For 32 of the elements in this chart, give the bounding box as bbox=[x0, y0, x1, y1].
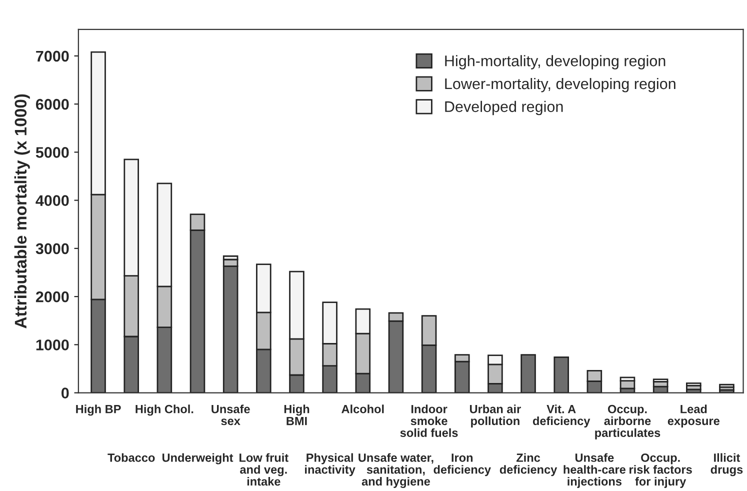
y-tick-label: 5000 bbox=[36, 147, 69, 158]
x-tick-label: Physical inactivity bbox=[305, 453, 356, 476]
x-tick-label: Iron deficiency bbox=[434, 454, 491, 476]
x-tick-label: Tobacco bbox=[108, 453, 155, 462]
legend-label: High-mortality, developing region bbox=[445, 55, 666, 70]
x-tick-label: High BMI bbox=[284, 404, 310, 426]
x-tick-label: Unsafe water, sanitation, and hygiene bbox=[358, 453, 434, 488]
x-tick-label: Indoor smoke solid fuels bbox=[400, 404, 458, 437]
x-tick-label: Underweight bbox=[162, 453, 234, 464]
y-tick-label: 4000 bbox=[36, 195, 69, 206]
x-tick-label: Urban air pollution bbox=[470, 404, 521, 428]
x-tick-label: Low fruit and veg. intake bbox=[240, 453, 288, 486]
x-tick-label: High BP bbox=[76, 404, 121, 416]
y-tick-label: 6000 bbox=[36, 98, 69, 110]
x-tick-label: Illicit drugs bbox=[710, 453, 743, 476]
x-tick-label: Vit. A deficiency bbox=[532, 404, 590, 428]
x-tick-label: Occup. risk factors for injury bbox=[630, 454, 692, 488]
x-tick-label: Alcohol bbox=[342, 404, 384, 414]
x-tick-label: Lead exposure bbox=[668, 404, 720, 428]
y-tick-label: 7000 bbox=[36, 50, 69, 62]
y-tick-label: 0 bbox=[62, 388, 69, 398]
x-tick-label: Unsafe sex bbox=[212, 404, 250, 426]
legend-label: Lower-mortality, developing region bbox=[445, 78, 676, 92]
legend-label: Developed region bbox=[445, 100, 563, 116]
x-tick-label: High Chol. bbox=[136, 404, 194, 416]
x-tick-label: Unsafe health-care injections bbox=[564, 453, 626, 488]
y-tick-label: 3000 bbox=[36, 243, 69, 254]
y-axis-title: Attributable mortality (x 1000) bbox=[14, 94, 30, 328]
x-tick-label: Zinc deficiency bbox=[500, 453, 558, 476]
x-tick-label: Occup. airborne particulates bbox=[595, 404, 660, 440]
y-tick-label: 1000 bbox=[36, 340, 69, 350]
y-tick-label: 2000 bbox=[36, 291, 69, 302]
